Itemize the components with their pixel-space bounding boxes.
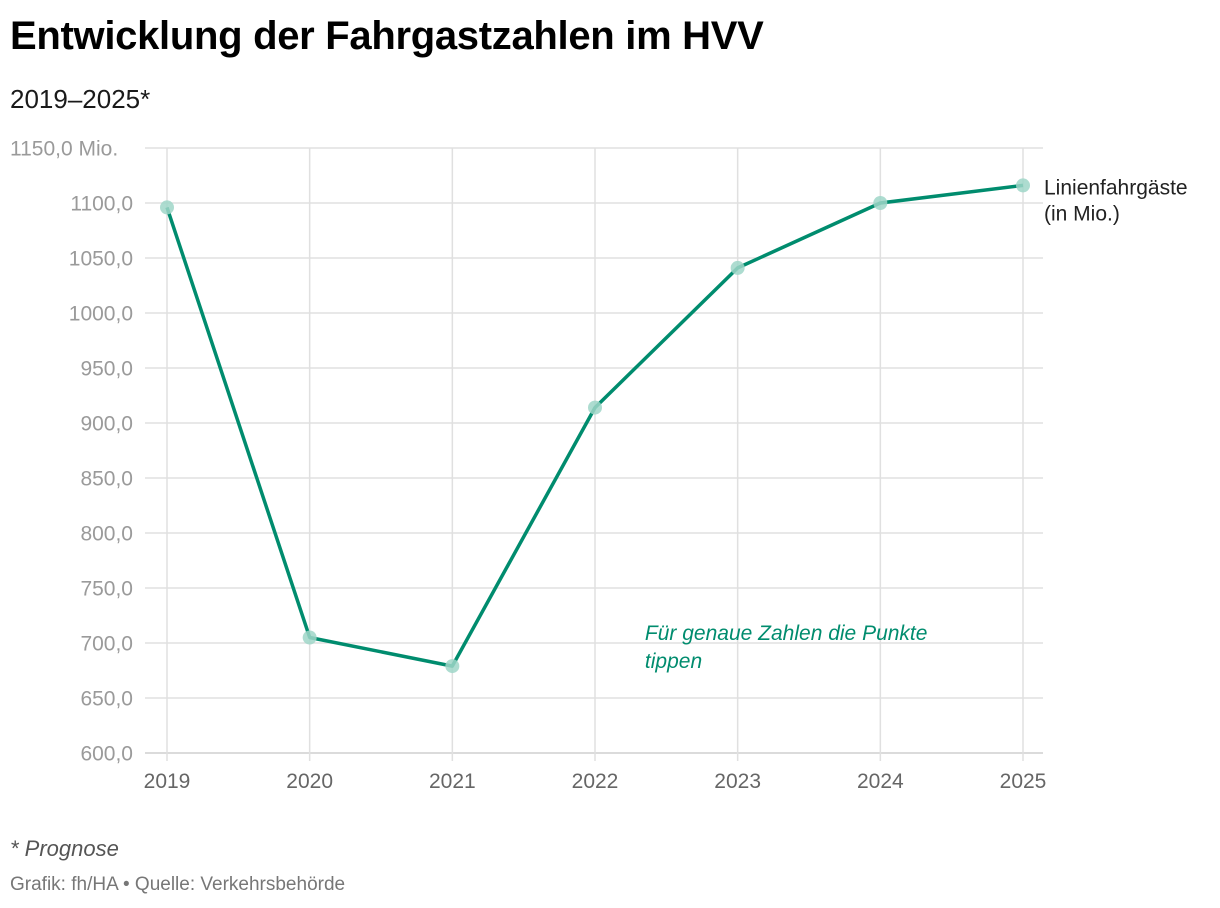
x-tick-label: 2020 xyxy=(286,770,333,793)
line-chart: 1150,0 Mio. 1100,0 1050,0 1000,0 950,0 900,0 8… xyxy=(10,138,1188,794)
y-tick-label: 650,0 xyxy=(80,688,133,711)
data-points xyxy=(160,178,1030,674)
y-tick-label: 700,0 xyxy=(80,633,133,656)
footnote: * Prognose xyxy=(10,836,119,861)
x-axis-ticks: 2019 2020 2021 2022 2023 2024 2025 xyxy=(144,770,1047,793)
y-tick-label: 800,0 xyxy=(80,523,133,546)
y-tick-label: 600,0 xyxy=(80,743,133,766)
y-tick-label: 1100,0 xyxy=(70,193,133,216)
y-tick-label: 1150,0 Mio. xyxy=(10,138,118,161)
data-point[interactable] xyxy=(588,400,602,415)
y-gridlines xyxy=(145,147,1043,754)
y-tick-label: 900,0 xyxy=(80,413,133,436)
y-tick-label: 1000,0 xyxy=(69,303,133,326)
data-point[interactable] xyxy=(730,260,745,275)
x-tick-label: 2025 xyxy=(1000,770,1047,793)
chart-subtitle: 2019–2025* xyxy=(10,84,151,114)
data-point[interactable] xyxy=(445,659,460,674)
x-gridlines xyxy=(166,148,1024,761)
x-tick-label: 2023 xyxy=(714,770,761,793)
series-label: Linienfahrgäste (in Mio.) xyxy=(1044,176,1188,225)
chart-title: Entwicklung der Fahrgastzahlen im HVV xyxy=(10,14,764,58)
y-tick-label: 1050,0 xyxy=(69,248,133,271)
x-tick-label: 2019 xyxy=(144,770,191,793)
y-tick-label: 750,0 xyxy=(80,578,133,601)
x-tick-label: 2024 xyxy=(857,770,904,793)
data-point[interactable] xyxy=(302,630,317,645)
y-tick-label: 850,0 xyxy=(80,468,133,491)
source-credit: Grafik: fh/HA • Quelle: Verkehrsbehörde xyxy=(10,874,346,895)
y-axis-ticks: 1150,0 Mio. 1100,0 1050,0 1000,0 950,0 900,0 8… xyxy=(10,138,133,766)
x-tick-label: 2022 xyxy=(572,770,619,793)
data-point[interactable] xyxy=(873,196,888,210)
y-tick-label: 950,0 xyxy=(80,358,133,381)
data-point[interactable] xyxy=(1016,178,1030,193)
data-point[interactable] xyxy=(160,200,174,215)
tap-hint-annotation: Für genaue Zahlen die Punkte tippen xyxy=(645,622,928,673)
x-tick-label: 2021 xyxy=(429,770,476,793)
